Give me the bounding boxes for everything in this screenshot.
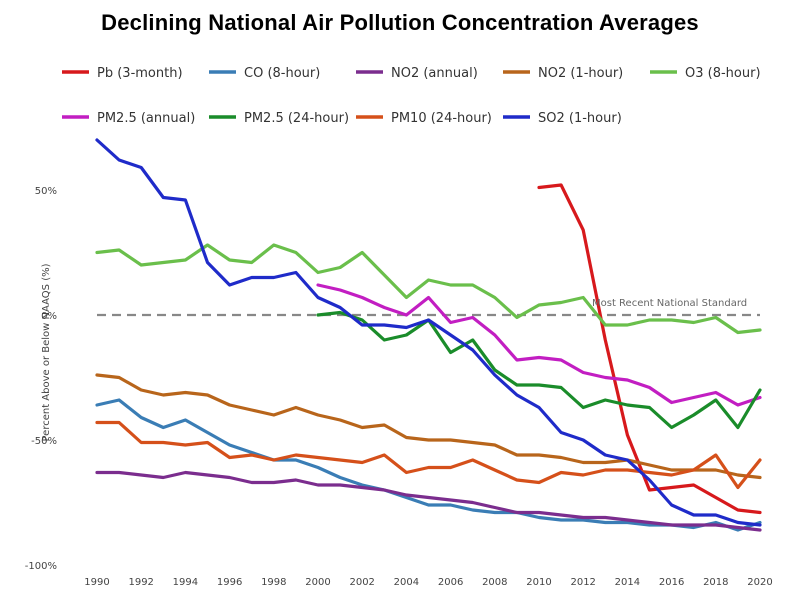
series-line [95,138,762,527]
x-tick-label: 2012 [570,577,595,588]
x-tick-label: 2014 [615,577,640,588]
x-tick-label: 2020 [747,577,772,588]
series-line [95,470,762,532]
legend-label: Pb (3-month) [97,66,183,81]
x-tick-label: 2018 [703,577,728,588]
y-tick-label: -50% [31,436,57,447]
series-line [95,420,762,490]
y-tick-label: -100% [25,561,57,572]
legend-label: SO2 (1-hour) [538,111,622,126]
legend-label: NO2 (annual) [391,66,478,81]
chart-title: Declining National Air Pollution Concent… [101,10,699,35]
x-tick-label: 2000 [305,577,330,588]
legend-label: CO (8-hour) [244,66,320,81]
x-tick-label: 1998 [261,577,286,588]
x-tick-label: 2016 [659,577,684,588]
series-line [95,243,762,335]
x-tick-label: 1992 [128,577,153,588]
y-tick-label: 50% [35,186,57,197]
y-tick-label: 0% [41,311,57,322]
y-axis-title: Percent Above or Below NAAQS (%) [41,263,52,441]
x-tick-label: 1996 [217,577,242,588]
legend-label: PM10 (24-hour) [391,111,492,126]
x-tick-label: 1994 [173,577,198,588]
series-line [537,183,762,515]
x-tick-label: 2004 [394,577,419,588]
legend-label: O3 (8-hour) [685,66,761,81]
x-tick-label: 1990 [84,577,109,588]
legend-label: PM2.5 (24-hour) [244,111,349,126]
series-line [95,398,762,532]
legend-label: PM2.5 (annual) [97,111,195,126]
legend-label: NO2 (1-hour) [538,66,623,81]
series-line [316,283,762,407]
x-tick-label: 2006 [438,577,463,588]
standard-reference-label: Most Recent National Standard [592,298,747,309]
series-line [95,373,762,480]
x-tick-label: 2010 [526,577,551,588]
x-tick-label: 2008 [482,577,507,588]
x-tick-label: 2002 [349,577,374,588]
series-line [316,310,762,430]
